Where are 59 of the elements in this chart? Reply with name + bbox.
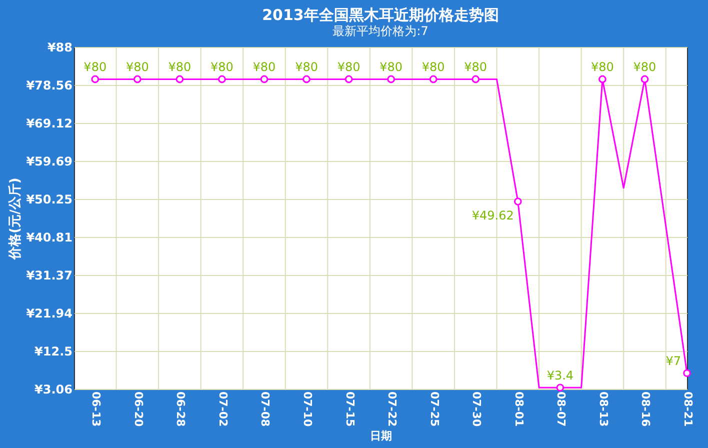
x-tick-label: 08-13 (596, 392, 610, 427)
y-tick-label: ¥31.37 (26, 268, 72, 283)
data-label: ¥80 (295, 60, 318, 74)
y-axis-title: 价格(元/公斤) (7, 178, 24, 260)
x-tick-label: 07-02 (216, 392, 230, 427)
y-tick-label: ¥78.56 (26, 78, 72, 93)
point (344, 75, 353, 84)
point (683, 369, 691, 378)
point (640, 75, 649, 84)
x-tick-label: 07-22 (386, 392, 399, 427)
y-tick-label: ¥40.81 (26, 230, 72, 245)
x-tick-label: 07-25 (428, 392, 441, 427)
data-label: ¥80 (84, 60, 107, 74)
x-tick-label: 07-08 (258, 392, 272, 427)
y-tick-label: ¥69.12 (26, 116, 72, 131)
y-tick-label: ¥50.25 (26, 192, 72, 206)
point (218, 75, 226, 84)
point (176, 75, 184, 84)
data-label: ¥80 (337, 60, 360, 74)
data-label: ¥80 (252, 60, 276, 74)
chart-title: 2013年全国黑木耳近期价格走势图 (262, 6, 499, 24)
y-tick-label: ¥59.69 (26, 154, 72, 168)
x-tick-label: 06-13 (90, 392, 103, 427)
chart-subtitle: 最新平均价格为:7 (332, 24, 428, 38)
x-tick-label: 07-15 (343, 392, 356, 427)
point (387, 75, 395, 84)
data-label: ¥49.62 (472, 208, 514, 223)
point (260, 75, 268, 84)
point (429, 75, 438, 84)
data-label: ¥80 (464, 60, 488, 74)
point (91, 75, 100, 84)
point (134, 75, 142, 84)
y-tick-label: ¥21.94 (26, 306, 72, 320)
x-axis-title: 日期 (370, 430, 392, 443)
point (556, 384, 564, 392)
x-tick-label: 06-28 (174, 392, 188, 427)
x-tick-label: 08-21 (682, 392, 694, 427)
data-label: ¥80 (126, 60, 149, 74)
data-label: ¥80 (210, 60, 234, 74)
x-tick-label: 08-01 (512, 392, 526, 427)
data-label: ¥80 (168, 60, 192, 74)
x-tick-label: 06-20 (132, 392, 145, 428)
point (302, 75, 310, 84)
data-label: ¥80 (590, 60, 614, 74)
y-tick-label: ¥12.5 (34, 344, 72, 358)
data-label: ¥80 (633, 60, 656, 74)
y-tick-label: ¥88 (47, 40, 72, 54)
x-tick-label: 07-10 (301, 392, 314, 428)
point (598, 75, 606, 84)
point (472, 75, 480, 84)
data-label: ¥80 (380, 60, 403, 74)
point (514, 198, 522, 206)
x-tick-label: 07-30 (470, 392, 484, 428)
data-label: ¥7 (666, 354, 681, 368)
data-label: ¥80 (422, 60, 445, 74)
x-tick-label: 08-16 (639, 392, 652, 428)
y-tick-label: ¥3.06 (34, 382, 72, 396)
x-tick-label: 08-07 (554, 392, 568, 427)
data-label: ¥3.4 (546, 368, 574, 383)
